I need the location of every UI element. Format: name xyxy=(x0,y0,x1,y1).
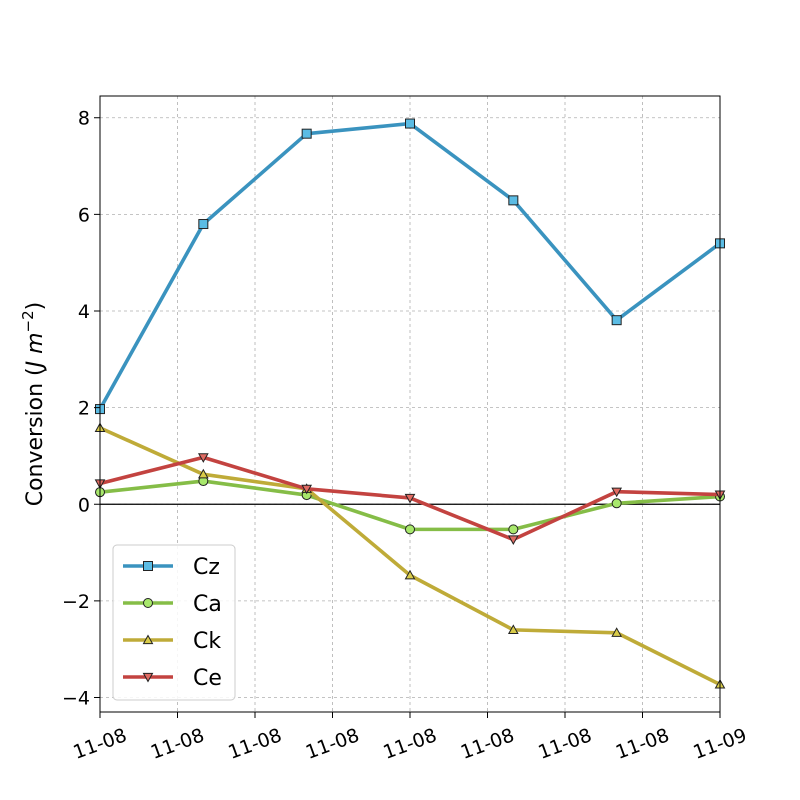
data-point-cz xyxy=(198,219,209,230)
data-point-ca xyxy=(405,524,415,535)
data-point-cz xyxy=(301,128,312,139)
x-tick-label: 11-08 xyxy=(303,724,362,764)
legend-label-ck: Ck xyxy=(193,629,221,654)
y-tick-label: 0 xyxy=(78,494,90,516)
y-tick-label: 8 xyxy=(78,108,90,130)
x-tick-label: 11-08 xyxy=(535,724,594,764)
legend-label-ca: Ca xyxy=(193,592,222,617)
data-point-ca xyxy=(611,498,622,509)
legend-marker-ca xyxy=(143,598,153,608)
data-point-ce xyxy=(611,487,623,498)
data-point-cz xyxy=(508,195,519,206)
data-point-ck xyxy=(404,569,416,580)
y-tick-label: 2 xyxy=(78,398,90,420)
legend: Cz Ca Ck Ce xyxy=(112,544,236,701)
x-tick-label: 11-08 xyxy=(458,724,517,764)
data-point-ce xyxy=(507,535,519,546)
y-tick-label: −4 xyxy=(62,688,90,710)
data-point-ce xyxy=(404,493,416,504)
series-ca xyxy=(95,476,725,535)
x-tick-label: 11-08 xyxy=(148,724,207,764)
data-point-ca xyxy=(508,524,519,535)
x-tick-label: 11-08 xyxy=(380,724,439,764)
legend-marker-ck xyxy=(142,634,154,645)
data-point-ce xyxy=(197,453,209,463)
data-point-ce xyxy=(301,484,313,495)
data-point-ck xyxy=(611,627,623,637)
x-tick-label: 11-08 xyxy=(70,724,129,764)
legend-label-cz: Cz xyxy=(193,555,220,580)
legend-label-ce: Ce xyxy=(193,666,222,691)
y-tick-label: −2 xyxy=(62,591,90,613)
data-point-ck xyxy=(507,624,519,634)
x-tick-label: 11-08 xyxy=(613,724,672,764)
data-point-ck xyxy=(197,468,209,479)
legend-box xyxy=(112,544,236,701)
y-axis-title: Conversion (J m−2) xyxy=(19,302,48,507)
legend-marker-cz xyxy=(143,561,153,571)
legend-marker-ce xyxy=(142,672,154,683)
x-tick-label: 11-08 xyxy=(225,724,284,764)
x-tick-label: 11-09 xyxy=(690,724,749,764)
data-point-cz xyxy=(611,315,622,326)
data-point-cz xyxy=(405,118,415,129)
y-tick-label: 4 xyxy=(78,301,90,323)
y-tick-label: 6 xyxy=(78,204,90,226)
